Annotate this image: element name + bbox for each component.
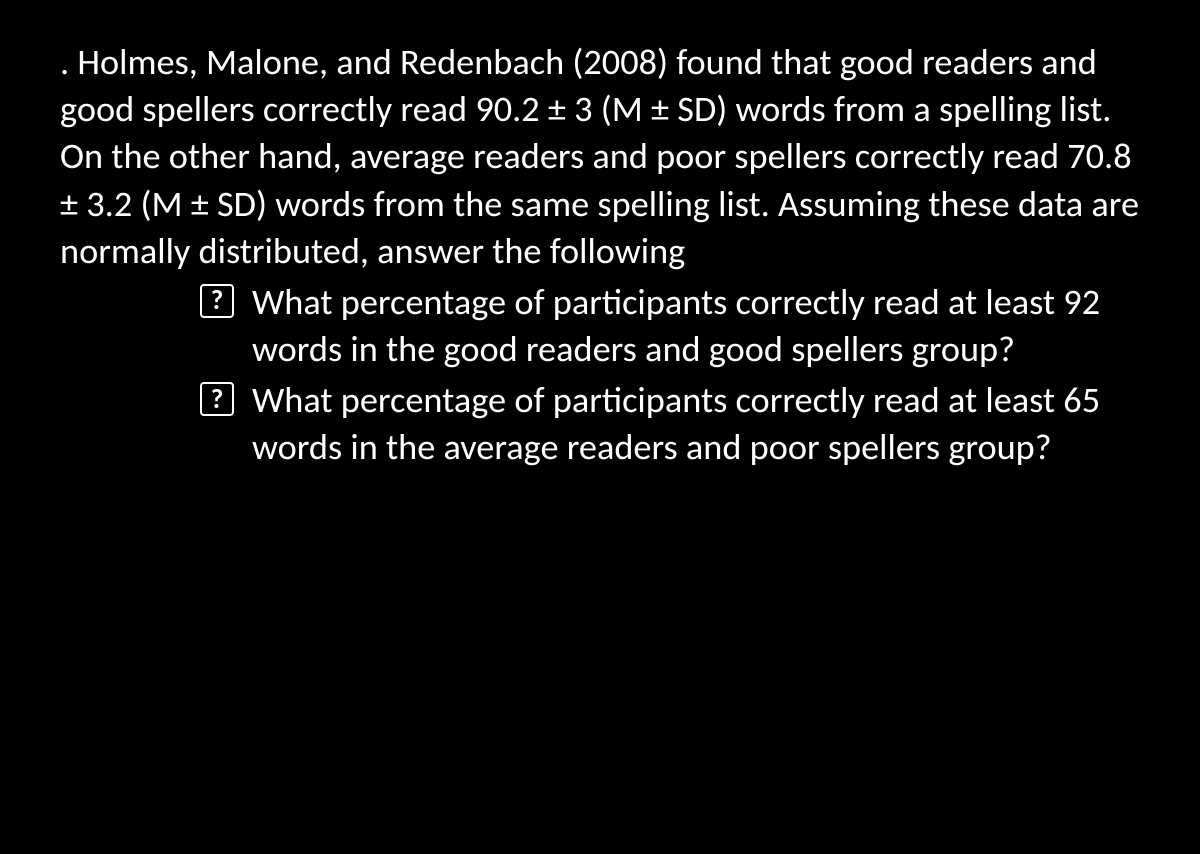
question-mark-icon: ? [200,284,234,318]
question-text-2: What percentage of participants correctl… [252,376,1140,470]
paragraph-1: . Holmes, Malone, and Redenbach (2008) f… [60,38,1140,132]
question-mark-icon: ? [200,382,234,416]
slide-content: . Holmes, Malone, and Redenbach (2008) f… [0,0,1200,471]
question-list: ? What percentage of participants correc… [60,274,1140,471]
paragraph-2: On the other hand, average readers and p… [60,132,1140,274]
question-text-1: What percentage of participants correctl… [252,278,1140,372]
question-item-2: ? What percentage of participants correc… [200,376,1140,470]
question-item-1: ? What percentage of participants correc… [200,278,1140,372]
